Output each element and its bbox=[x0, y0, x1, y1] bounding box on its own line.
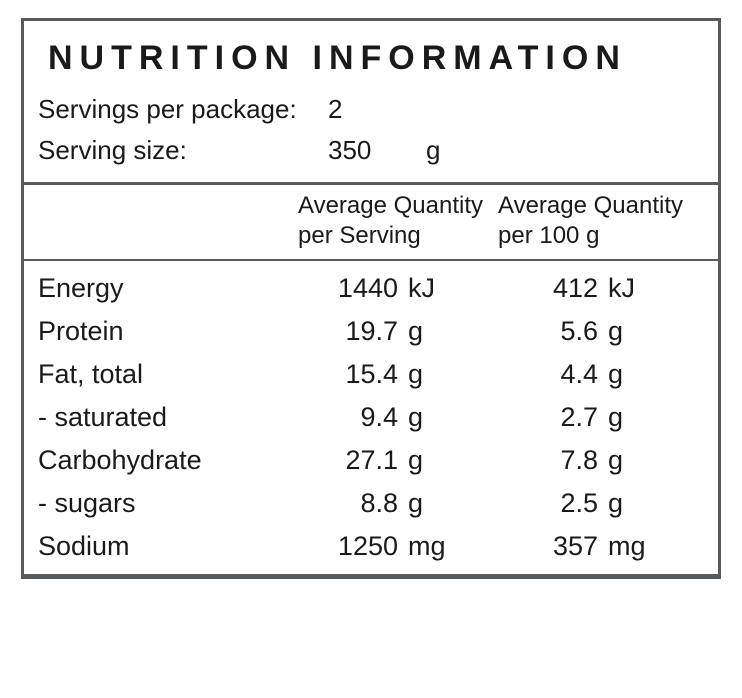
per-serving-value: 27.1 bbox=[298, 445, 398, 476]
servings-per-package-row: Servings per package: 2 bbox=[38, 92, 704, 133]
nutrient-rows: Energy1440kJ412kJProtein19.7g5.6gFat, to… bbox=[38, 267, 704, 568]
per-serving-cell: 1440kJ bbox=[298, 273, 498, 304]
nutrient-row: Carbohydrate27.1g7.8g bbox=[38, 439, 704, 482]
per-100g-cell: 2.7g bbox=[498, 402, 698, 433]
per-100g-unit: g bbox=[598, 402, 668, 433]
nutrient-row: Sodium1250mg357mg bbox=[38, 525, 704, 568]
per-100g-unit: kJ bbox=[598, 273, 668, 304]
per-serving-cell: 15.4g bbox=[298, 359, 498, 390]
per-serving-unit: mg bbox=[398, 531, 468, 562]
per-100g-cell: 5.6g bbox=[498, 316, 698, 347]
divider-thin bbox=[24, 259, 718, 261]
nutrient-name: - sugars bbox=[38, 488, 298, 519]
nutrient-name: Energy bbox=[38, 273, 298, 304]
per-100g-unit: g bbox=[598, 359, 668, 390]
nutrient-row: Fat, total15.4g4.4g bbox=[38, 353, 704, 396]
per-serving-unit: g bbox=[398, 488, 468, 519]
header-per-serving: Average Quantity per Serving bbox=[298, 191, 498, 251]
serving-size-row: Serving size: 350 g bbox=[38, 133, 704, 174]
nutrient-name: Carbohydrate bbox=[38, 445, 298, 476]
per-100g-value: 7.8 bbox=[498, 445, 598, 476]
column-headers: Average Quantity per Serving Average Qua… bbox=[38, 185, 704, 259]
per-serving-value: 8.8 bbox=[298, 488, 398, 519]
per-100g-value: 4.4 bbox=[498, 359, 598, 390]
nutrient-name: Fat, total bbox=[38, 359, 298, 390]
per-100g-value: 2.7 bbox=[498, 402, 598, 433]
serving-size-label: Serving size: bbox=[38, 135, 328, 166]
per-100g-cell: 412kJ bbox=[498, 273, 698, 304]
nutrient-name: Sodium bbox=[38, 531, 298, 562]
header-nutrient bbox=[38, 191, 298, 251]
nutrient-row: Protein19.7g5.6g bbox=[38, 310, 704, 353]
per-100g-cell: 7.8g bbox=[498, 445, 698, 476]
per-100g-value: 412 bbox=[498, 273, 598, 304]
per-100g-value: 5.6 bbox=[498, 316, 598, 347]
per-serving-cell: 1250mg bbox=[298, 531, 498, 562]
per-serving-cell: 27.1g bbox=[298, 445, 498, 476]
per-serving-cell: 8.8g bbox=[298, 488, 498, 519]
per-serving-value: 1250 bbox=[298, 531, 398, 562]
servings-value: 2 bbox=[328, 94, 408, 125]
nutrient-row: - sugars8.8g2.5g bbox=[38, 482, 704, 525]
per-100g-unit: mg bbox=[598, 531, 668, 562]
per-serving-value: 19.7 bbox=[298, 316, 398, 347]
per-100g-cell: 4.4g bbox=[498, 359, 698, 390]
nutrient-name: Protein bbox=[38, 316, 298, 347]
per-100g-unit: g bbox=[598, 316, 668, 347]
per-serving-unit: kJ bbox=[398, 273, 468, 304]
nutrient-row: Energy1440kJ412kJ bbox=[38, 267, 704, 310]
per-100g-unit: g bbox=[598, 488, 668, 519]
per-100g-cell: 357mg bbox=[498, 531, 698, 562]
nutrition-panel: NUTRITION INFORMATION Servings per packa… bbox=[21, 18, 721, 579]
per-serving-unit: g bbox=[398, 445, 468, 476]
header-per-100g: Average Quantity per 100 g bbox=[498, 191, 698, 251]
per-serving-value: 15.4 bbox=[298, 359, 398, 390]
per-serving-value: 9.4 bbox=[298, 402, 398, 433]
per-serving-cell: 9.4g bbox=[298, 402, 498, 433]
serving-size-unit: g bbox=[408, 135, 440, 166]
per-100g-value: 2.5 bbox=[498, 488, 598, 519]
per-100g-value: 357 bbox=[498, 531, 598, 562]
per-100g-unit: g bbox=[598, 445, 668, 476]
servings-label: Servings per package: bbox=[38, 94, 328, 125]
per-serving-cell: 19.7g bbox=[298, 316, 498, 347]
per-serving-value: 1440 bbox=[298, 273, 398, 304]
per-100g-cell: 2.5g bbox=[498, 488, 698, 519]
per-serving-unit: g bbox=[398, 402, 468, 433]
nutrient-name: - saturated bbox=[38, 402, 298, 433]
per-serving-unit: g bbox=[398, 316, 468, 347]
divider-bottom bbox=[24, 574, 718, 576]
panel-title: NUTRITION INFORMATION bbox=[38, 33, 704, 92]
serving-size-value: 350 bbox=[328, 135, 408, 166]
per-serving-unit: g bbox=[398, 359, 468, 390]
nutrient-row: - saturated9.4g2.7g bbox=[38, 396, 704, 439]
